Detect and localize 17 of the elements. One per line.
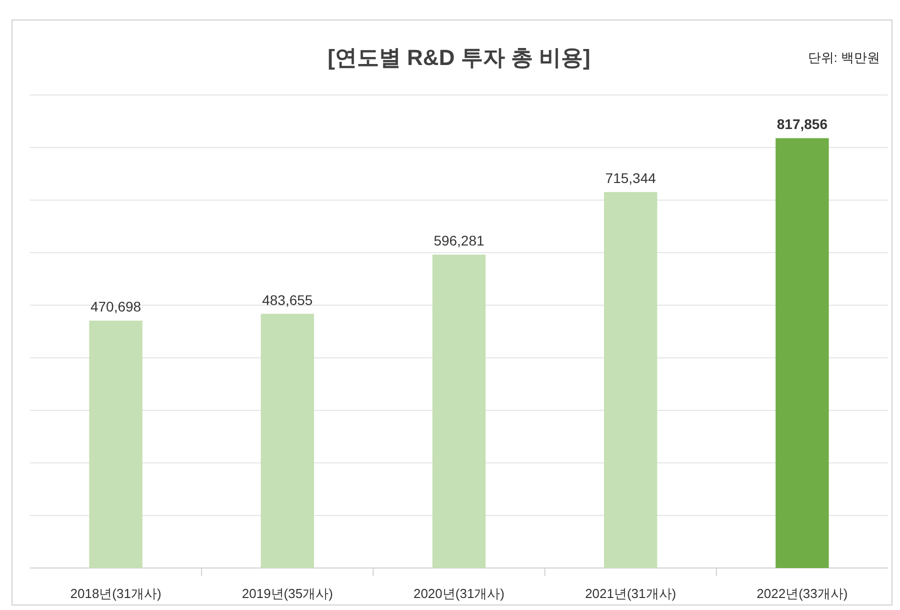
- bar: [604, 192, 658, 568]
- x-tick-label: 2022년(33개사): [756, 586, 848, 601]
- data-label: 470,698: [90, 298, 142, 315]
- data-label: 715,344: [605, 170, 656, 186]
- bar: [89, 320, 142, 568]
- bar: [432, 254, 486, 568]
- bar: [260, 314, 314, 568]
- data-label: 596,281: [434, 232, 485, 249]
- x-tick-label: 2018년(31개사): [70, 586, 162, 601]
- data-label: 483,655: [262, 292, 313, 308]
- x-tick-label: 2019년(35개사): [242, 586, 333, 601]
- data-label: 817,856: [776, 116, 828, 132]
- chart-title: [연도별 R&D 투자 총 비용]: [328, 45, 590, 70]
- x-tick-label: 2020년(31개사): [413, 586, 505, 601]
- text: 단위: 백만원: [808, 50, 880, 65]
- bar: [776, 138, 829, 568]
- x-tick-label: 2021년(31개사): [585, 586, 676, 601]
